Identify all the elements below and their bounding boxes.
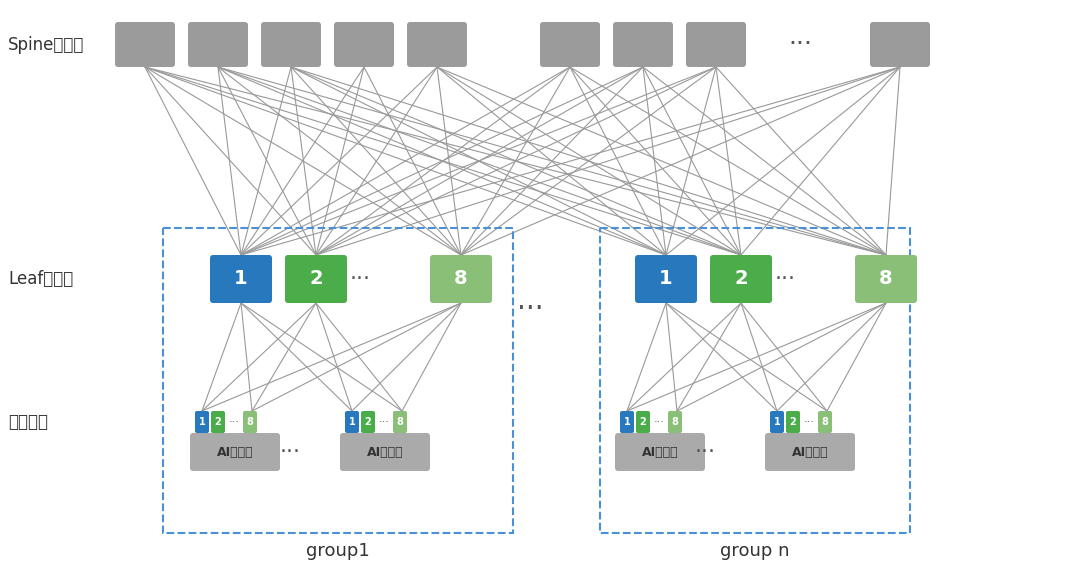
FancyBboxPatch shape bbox=[190, 433, 280, 471]
FancyBboxPatch shape bbox=[334, 22, 394, 67]
Text: 2: 2 bbox=[734, 269, 747, 288]
FancyBboxPatch shape bbox=[430, 255, 492, 303]
Text: Leaf交换机: Leaf交换机 bbox=[8, 270, 73, 288]
FancyBboxPatch shape bbox=[855, 255, 917, 303]
FancyBboxPatch shape bbox=[669, 411, 681, 433]
Text: ···: ··· bbox=[229, 417, 240, 427]
FancyBboxPatch shape bbox=[195, 411, 210, 433]
Text: 8: 8 bbox=[396, 417, 404, 427]
FancyBboxPatch shape bbox=[636, 411, 650, 433]
Text: ···: ··· bbox=[694, 442, 715, 462]
FancyBboxPatch shape bbox=[210, 255, 272, 303]
FancyBboxPatch shape bbox=[770, 411, 784, 433]
Text: 2: 2 bbox=[215, 417, 221, 427]
Text: ···: ··· bbox=[516, 295, 543, 323]
Bar bbox=[600, 228, 910, 533]
Text: 2: 2 bbox=[639, 417, 646, 427]
FancyBboxPatch shape bbox=[613, 22, 673, 67]
FancyBboxPatch shape bbox=[786, 411, 800, 433]
Text: ···: ··· bbox=[774, 269, 796, 289]
Bar bbox=[163, 228, 513, 533]
Text: AI服务器: AI服务器 bbox=[792, 445, 828, 458]
Text: 8: 8 bbox=[879, 269, 893, 288]
FancyBboxPatch shape bbox=[261, 22, 321, 67]
FancyBboxPatch shape bbox=[870, 22, 930, 67]
Text: AI服务器: AI服务器 bbox=[367, 445, 403, 458]
FancyBboxPatch shape bbox=[620, 411, 634, 433]
FancyBboxPatch shape bbox=[188, 22, 248, 67]
Text: AI服务器: AI服务器 bbox=[217, 445, 254, 458]
FancyBboxPatch shape bbox=[285, 255, 347, 303]
FancyBboxPatch shape bbox=[818, 411, 832, 433]
Text: 1: 1 bbox=[234, 269, 247, 288]
Text: ···: ··· bbox=[350, 269, 370, 289]
FancyBboxPatch shape bbox=[407, 22, 467, 67]
Text: ···: ··· bbox=[379, 417, 390, 427]
Text: group n: group n bbox=[720, 542, 789, 560]
FancyBboxPatch shape bbox=[765, 433, 855, 471]
FancyBboxPatch shape bbox=[114, 22, 175, 67]
FancyBboxPatch shape bbox=[710, 255, 772, 303]
Text: 8: 8 bbox=[455, 269, 468, 288]
Text: AI服务器: AI服务器 bbox=[642, 445, 678, 458]
Text: ···: ··· bbox=[804, 417, 815, 427]
Text: ···: ··· bbox=[788, 33, 812, 57]
Text: Spine交换机: Spine交换机 bbox=[8, 36, 84, 53]
Text: group1: group1 bbox=[306, 542, 369, 560]
Text: ···: ··· bbox=[280, 442, 300, 462]
FancyBboxPatch shape bbox=[340, 433, 430, 471]
Text: ···: ··· bbox=[654, 417, 665, 427]
Text: 1: 1 bbox=[659, 269, 673, 288]
Text: 2: 2 bbox=[365, 417, 372, 427]
Text: 8: 8 bbox=[672, 417, 678, 427]
Text: 1: 1 bbox=[773, 417, 781, 427]
FancyBboxPatch shape bbox=[686, 22, 746, 67]
FancyBboxPatch shape bbox=[243, 411, 257, 433]
Text: 2: 2 bbox=[789, 417, 796, 427]
FancyBboxPatch shape bbox=[361, 411, 375, 433]
Text: 训练网口: 训练网口 bbox=[8, 413, 48, 431]
Text: 2: 2 bbox=[309, 269, 323, 288]
FancyBboxPatch shape bbox=[615, 433, 705, 471]
FancyBboxPatch shape bbox=[540, 22, 600, 67]
FancyBboxPatch shape bbox=[345, 411, 359, 433]
Text: 1: 1 bbox=[199, 417, 205, 427]
Text: 1: 1 bbox=[623, 417, 631, 427]
Text: 8: 8 bbox=[822, 417, 828, 427]
FancyBboxPatch shape bbox=[211, 411, 225, 433]
Text: 8: 8 bbox=[246, 417, 254, 427]
FancyBboxPatch shape bbox=[635, 255, 697, 303]
FancyBboxPatch shape bbox=[393, 411, 407, 433]
Text: 1: 1 bbox=[349, 417, 355, 427]
